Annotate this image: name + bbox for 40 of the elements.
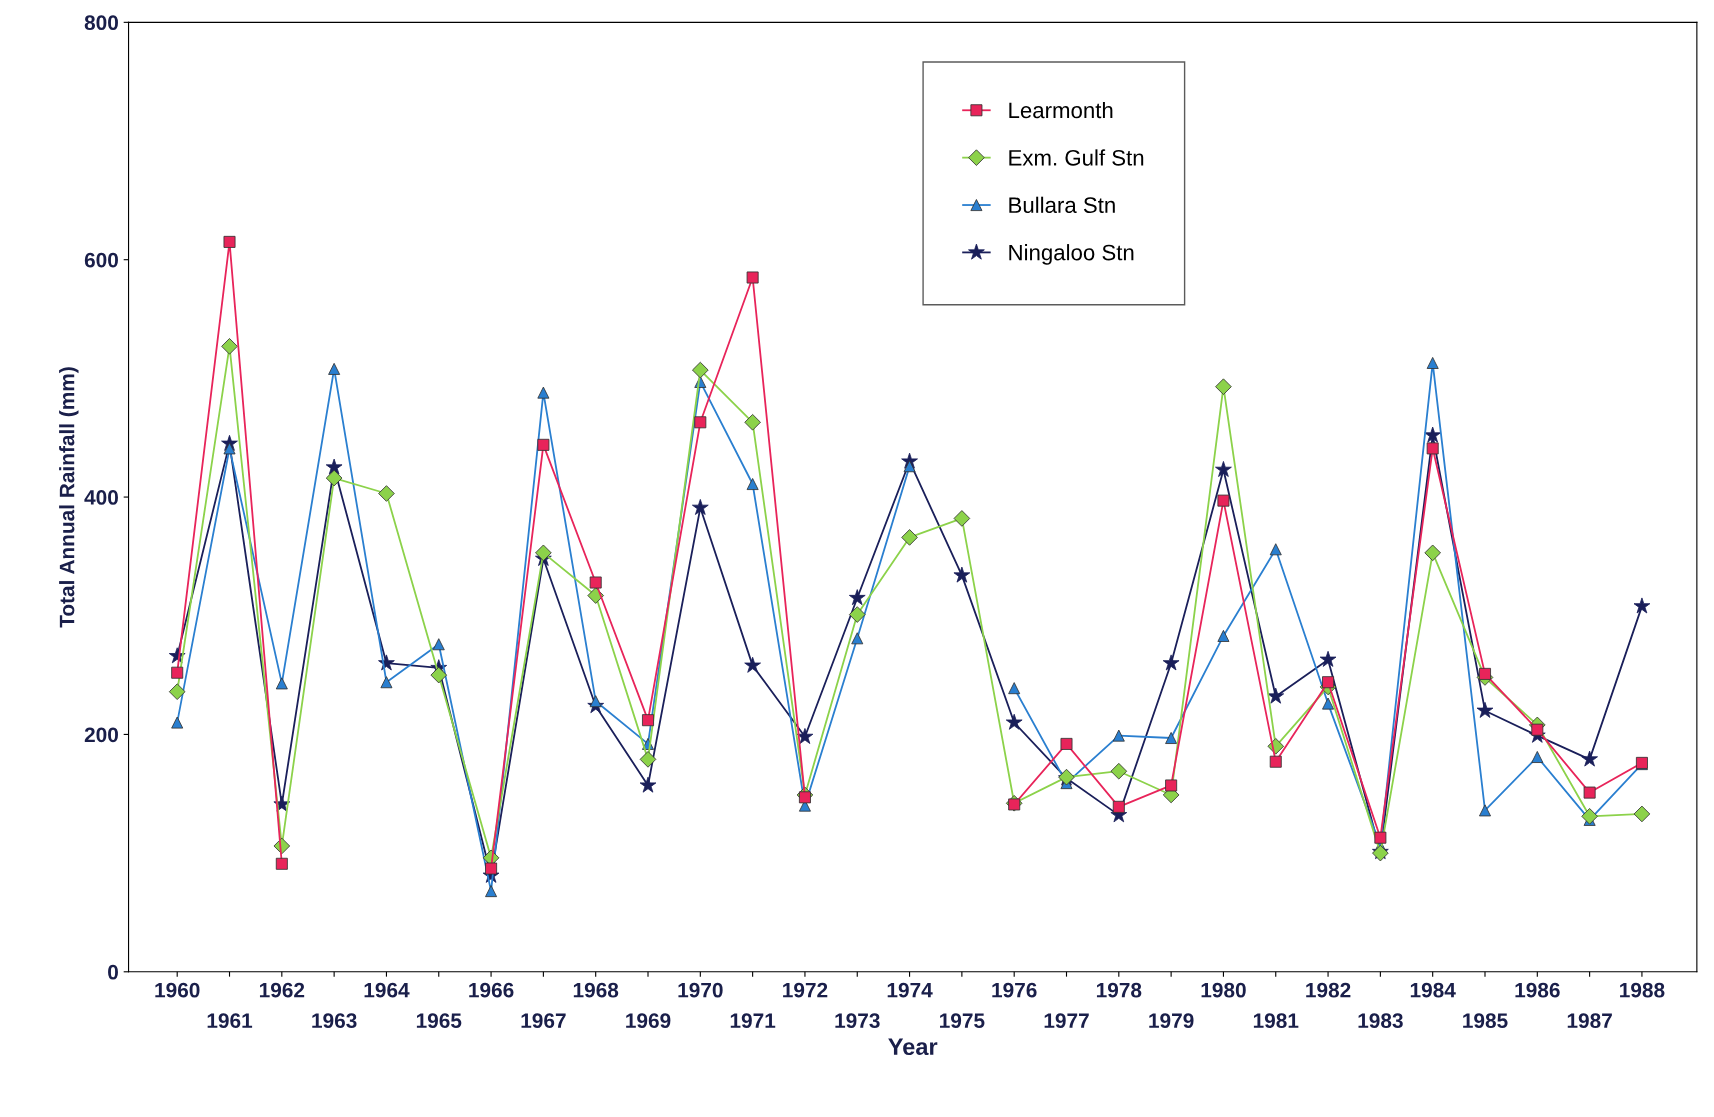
- x-tick-label: 1965: [416, 1013, 462, 1029]
- x-tick-label: 1976: [992, 982, 1037, 998]
- legend-label: Exm. Gulf Stn: [1009, 149, 1144, 166]
- x-tick-label: 1981: [1253, 1013, 1299, 1029]
- y-tick-label: 400: [84, 490, 118, 505]
- x-tick-label: 1984: [1410, 982, 1456, 998]
- x-tick-label: 1960: [155, 982, 200, 998]
- x-tick-label: 1968: [573, 982, 619, 998]
- x-tick-label: 1987: [1567, 1013, 1612, 1029]
- x-tick-label: 1971: [730, 1013, 776, 1029]
- x-tick-label: 1972: [783, 982, 828, 998]
- legend-label: Bullara Stn: [1009, 196, 1115, 214]
- x-tick-label: 1974: [887, 982, 933, 998]
- x-tick-label: 1961: [207, 1013, 253, 1029]
- x-tick-label: 1963: [312, 1013, 357, 1029]
- y-tick-label: 0: [108, 964, 118, 980]
- x-tick-label: 1966: [469, 982, 514, 998]
- x-tick-label: 1973: [835, 1013, 880, 1029]
- y-tick-label: 600: [84, 252, 118, 268]
- x-tick-label: 1975: [940, 1013, 985, 1029]
- x-tick-label: 1967: [521, 1013, 566, 1029]
- y-tick-label: 200: [84, 727, 118, 743]
- x-tick-label: 1977: [1044, 1013, 1089, 1029]
- x-tick-label: 1988: [1620, 982, 1665, 998]
- x-tick-label: 1985: [1463, 1013, 1508, 1029]
- x-tick-label: 1962: [259, 982, 305, 998]
- x-tick-label: 1982: [1306, 982, 1351, 998]
- x-tick-label: 1969: [626, 1013, 671, 1029]
- x-tick-label: 1964: [364, 982, 410, 998]
- y-tick-label: 800: [84, 15, 118, 31]
- x-tick-label: 1986: [1515, 982, 1560, 998]
- x-tick-label: 1980: [1201, 982, 1246, 998]
- x-tick-label: 1978: [1096, 982, 1142, 998]
- x-tick-label: 1970: [678, 982, 723, 998]
- x-tick-label: 1983: [1358, 1013, 1403, 1029]
- x-tick-label: 1979: [1149, 1013, 1194, 1029]
- y-axis-title: Total Annual Rainfall (mm): [59, 367, 79, 628]
- legend-label: Ningaloo Stn: [1009, 244, 1134, 265]
- legend-label: Learmonth: [1009, 101, 1113, 119]
- x-axis-title: Year: [888, 1038, 938, 1056]
